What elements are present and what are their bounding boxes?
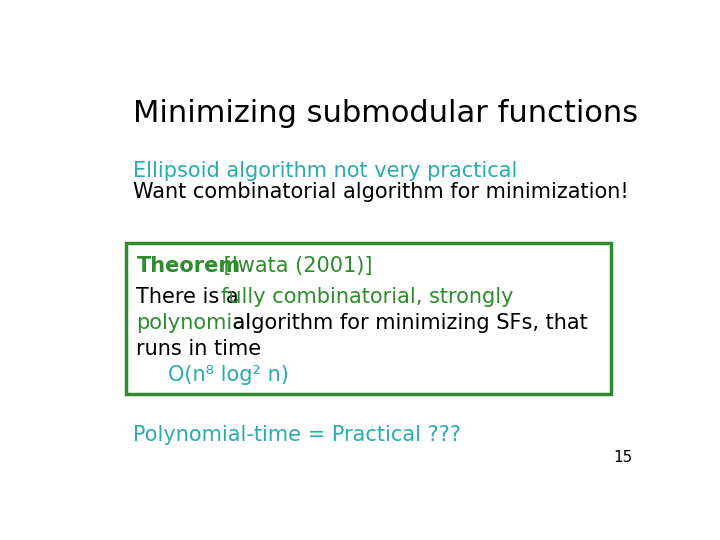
Text: polynomial: polynomial — [137, 313, 251, 333]
Text: O(n⁸ log² n): O(n⁸ log² n) — [168, 365, 289, 385]
Text: [Iwata (2001)]: [Iwata (2001)] — [217, 256, 373, 276]
Text: algorithm for minimizing SFs, that: algorithm for minimizing SFs, that — [225, 313, 588, 333]
Text: Ellipsoid algorithm not very practical: Ellipsoid algorithm not very practical — [132, 161, 517, 181]
Bar — [127, 244, 611, 394]
Text: Polynomial-time = Practical ???: Polynomial-time = Practical ??? — [132, 425, 461, 445]
Text: Want combinatorial algorithm for minimization!: Want combinatorial algorithm for minimiz… — [132, 182, 629, 202]
Text: runs in time: runs in time — [137, 339, 261, 359]
Text: Theorem: Theorem — [137, 256, 240, 276]
Text: fully combinatorial, strongly: fully combinatorial, strongly — [221, 287, 513, 307]
Text: Minimizing submodular functions: Minimizing submodular functions — [132, 99, 638, 129]
Text: 15: 15 — [613, 450, 632, 465]
Text: There is a: There is a — [137, 287, 246, 307]
